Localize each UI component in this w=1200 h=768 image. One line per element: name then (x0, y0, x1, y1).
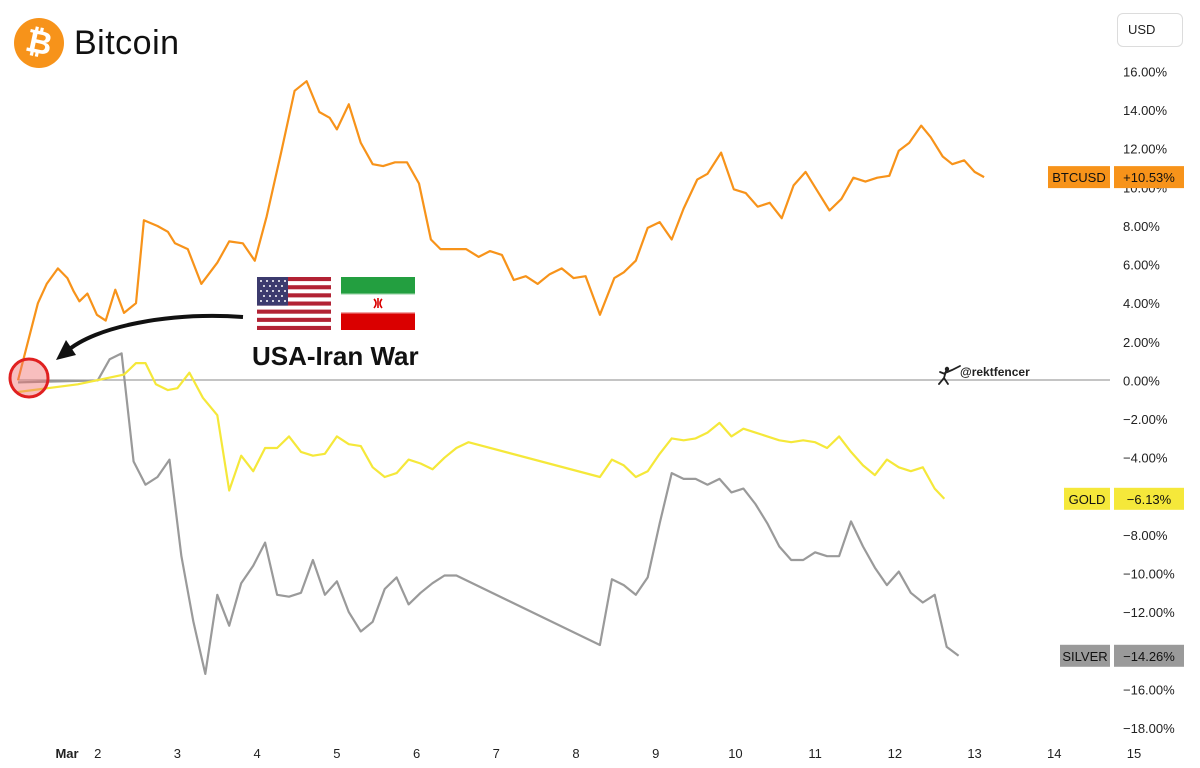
y-tick-label: 14.00% (1123, 103, 1168, 118)
x-tick-label: 14 (1047, 746, 1061, 761)
y-tick-label: 12.00% (1123, 142, 1168, 157)
x-tick-label: 2 (94, 746, 101, 761)
series-tags: BTCUSD +10.53% GOLD −6.13% SILVER −14.26% (1048, 166, 1184, 667)
series-tag-btcusd: BTCUSD +10.53% (1048, 166, 1184, 189)
x-tick-label: 9 (652, 746, 659, 761)
x-tick-label: 4 (254, 746, 261, 761)
y-tick-label: −8.00% (1123, 528, 1168, 543)
y-tick-label: 16.00% (1123, 65, 1168, 80)
x-tick-label: 15 (1127, 746, 1141, 761)
brand: ₿ Bitcoin (14, 18, 180, 68)
series-tag-name: GOLD (1069, 492, 1106, 507)
y-tick-label: 6.00% (1123, 258, 1160, 273)
series-layer (16, 80, 985, 676)
y-tick-label: −10.00% (1123, 567, 1175, 582)
series-tag-gold: GOLD −6.13% (1064, 487, 1184, 510)
x-tick-label: 3 (174, 746, 181, 761)
x-tick-label: 12 (888, 746, 902, 761)
iran-flag-icon (341, 277, 415, 330)
x-tick-label: 5 (333, 746, 340, 761)
x-tick-label: 11 (808, 746, 822, 761)
watermark-text: @rektfencer (960, 365, 1030, 379)
y-tick-label: −2.00% (1123, 412, 1168, 427)
y-tick-label: −18.00% (1123, 721, 1175, 736)
series-tag-silver: SILVER −14.26% (1060, 644, 1184, 667)
bitcoin-icon: ₿ (14, 18, 64, 68)
currency-selector[interactable]: USD (1117, 13, 1183, 47)
arrow-shaft (64, 314, 244, 354)
y-tick-label: 0.00% (1123, 373, 1160, 388)
annotation-label: USA-Iran War (252, 341, 419, 371)
y-tick-label: −4.00% (1123, 451, 1168, 466)
arrow-head-icon (56, 340, 76, 360)
brand-name: Bitcoin (74, 23, 180, 62)
start-marker (8, 357, 50, 399)
series-tag-value: −14.26% (1123, 649, 1175, 664)
watermark: @rektfencer (934, 365, 1030, 379)
x-axis-ticks: Mar 2 3 4 5 6 7 8 9 10 11 12 13 14 15 (55, 746, 1141, 761)
x-tick-label: 10 (728, 746, 742, 761)
y-tick-label: 8.00% (1123, 219, 1160, 234)
series-line-btcusd (16, 80, 985, 381)
y-tick-label: −16.00% (1123, 682, 1175, 697)
series-tag-name: SILVER (1062, 649, 1107, 664)
x-tick-label: Mar (55, 746, 78, 761)
x-tick-label: 8 (572, 746, 579, 761)
y-tick-label: 4.00% (1123, 296, 1160, 311)
x-tick-label: 6 (413, 746, 420, 761)
series-line-gold (17, 362, 946, 500)
y-tick-label: −12.00% (1123, 605, 1175, 620)
usa-flag-icon (257, 277, 331, 330)
series-tag-value: −6.13% (1127, 492, 1172, 507)
series-tag-name: BTCUSD (1052, 170, 1105, 185)
series-line-silver (17, 352, 960, 676)
x-tick-label: 7 (493, 746, 500, 761)
x-tick-label: 13 (967, 746, 981, 761)
series-tag-value: +10.53% (1123, 170, 1175, 185)
y-axis-ticks: 16.00%14.00%12.00%10.00%8.00%6.00%4.00%2… (1123, 65, 1175, 737)
y-tick-label: 2.00% (1123, 335, 1160, 350)
fencer-icon (938, 365, 961, 385)
